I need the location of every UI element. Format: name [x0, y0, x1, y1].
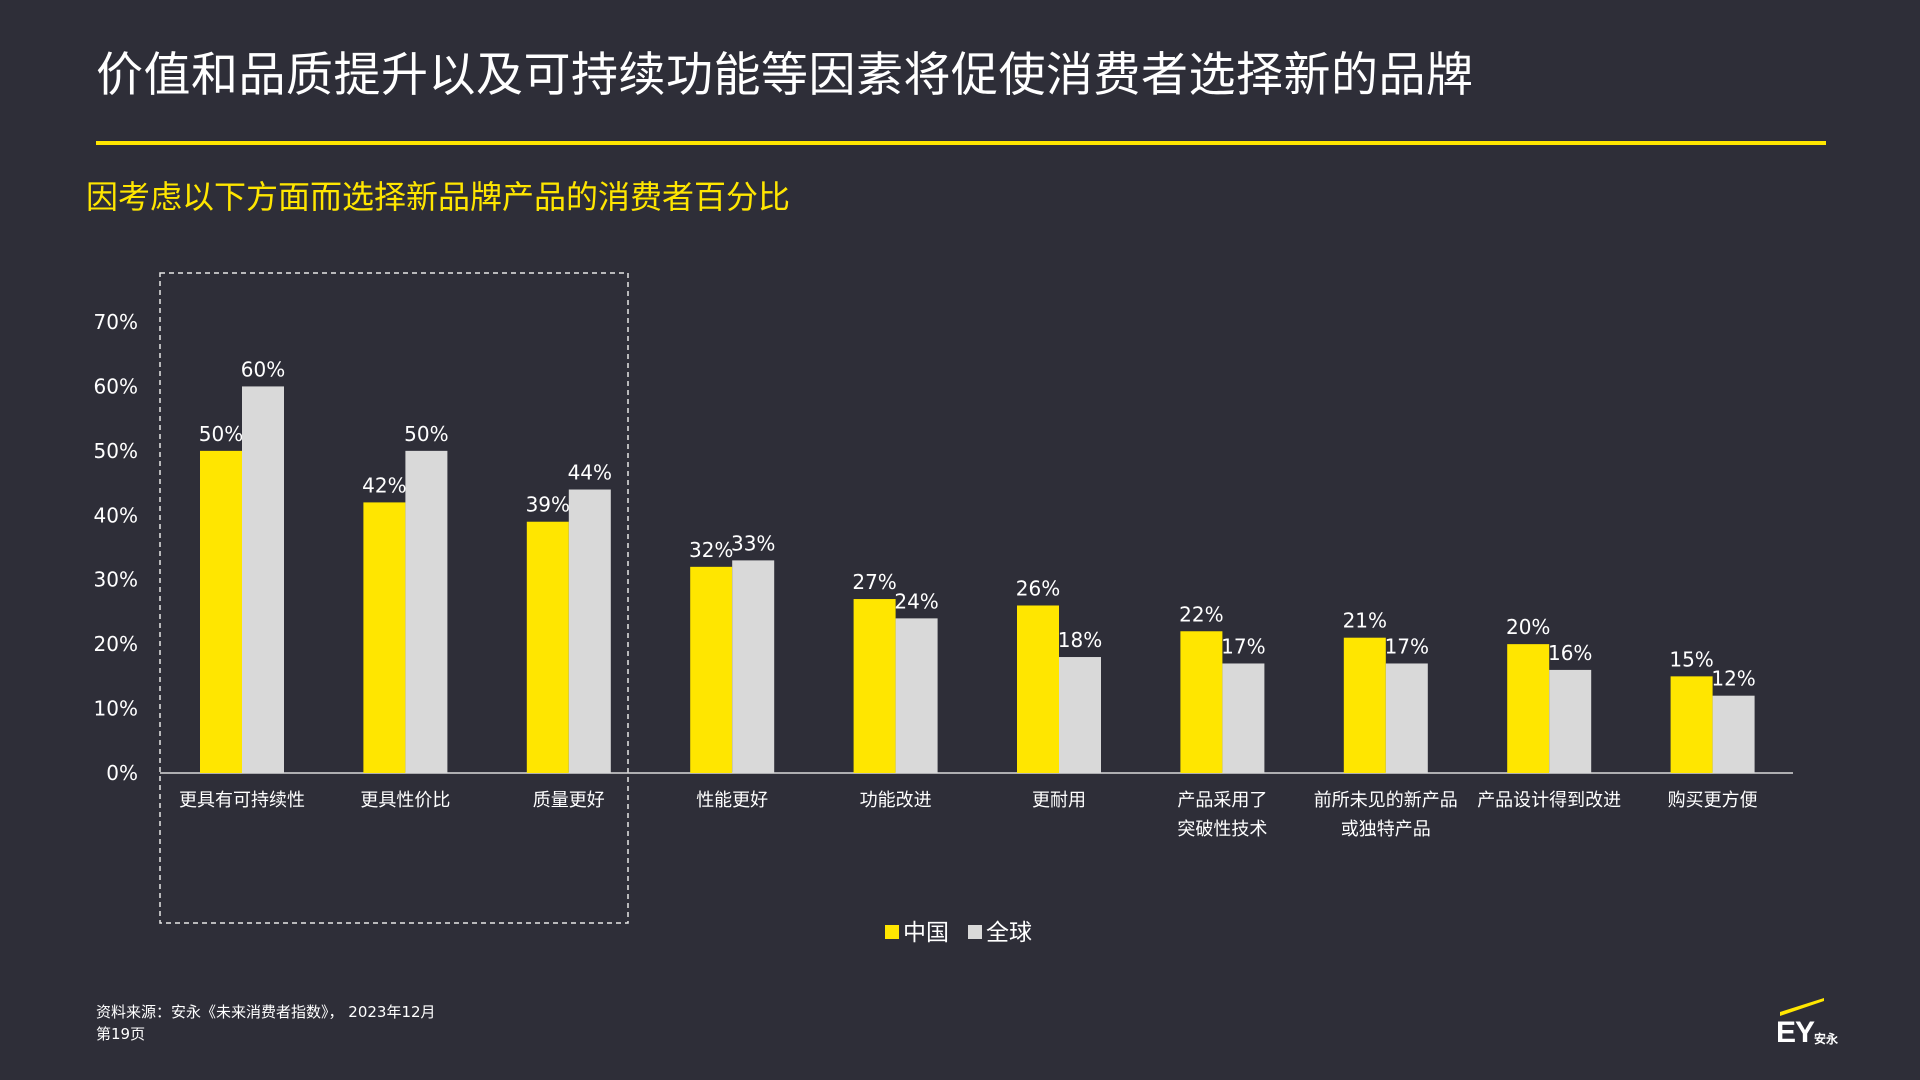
data-label: 50%	[199, 422, 243, 446]
bar-china	[526, 521, 569, 773]
y-tick-label: 30%	[94, 568, 138, 592]
bar-global	[242, 386, 284, 773]
title-divider	[96, 141, 1826, 145]
data-label: 32%	[689, 538, 733, 562]
bar-global	[1549, 669, 1592, 773]
data-label: 60%	[241, 357, 285, 381]
data-label: 17%	[1385, 634, 1429, 658]
data-label: 21%	[1343, 609, 1387, 633]
bar-china	[1507, 644, 1550, 773]
y-tick-label: 40%	[94, 503, 138, 527]
bar-global	[1712, 695, 1755, 773]
data-label: 33%	[731, 531, 775, 555]
bar-china	[1180, 631, 1223, 773]
chart-subtitle: 因考虑以下方面而选择新品牌产品的消费者百分比	[86, 178, 791, 216]
bar-china	[363, 502, 406, 773]
data-label: 26%	[1016, 576, 1060, 600]
bar-china	[1343, 637, 1386, 773]
y-tick-label: 70%	[94, 310, 138, 334]
y-tick-label: 50%	[94, 439, 138, 463]
ey-logo-accent-bar	[1780, 998, 1824, 1016]
bar-china	[690, 566, 733, 773]
legend-swatch	[885, 925, 899, 939]
ey-logo-cn-text: 安永	[1814, 1032, 1839, 1046]
y-tick-label: 20%	[94, 632, 138, 656]
category-label: 功能改进	[860, 790, 932, 811]
data-label: 42%	[362, 473, 406, 497]
data-label: 50%	[404, 422, 448, 446]
bar-china	[1017, 605, 1059, 773]
slide-title: 价值和品质提升以及可持续功能等因素将促使消费者选择新的品牌	[96, 48, 1474, 103]
data-label: 39%	[526, 493, 570, 517]
legend-label: 全球	[986, 920, 1032, 946]
legend-label: 中国	[903, 920, 949, 946]
data-label: 18%	[1058, 628, 1102, 652]
data-label: 44%	[568, 461, 612, 485]
y-tick-label: 0%	[106, 761, 138, 785]
category-label: 前所未见的新产品	[1314, 790, 1458, 811]
bar-global	[732, 560, 775, 773]
highlight-box	[159, 272, 629, 924]
y-tick-label: 10%	[94, 697, 138, 721]
data-label: 20%	[1506, 615, 1550, 639]
data-label: 12%	[1711, 667, 1755, 691]
bar-global	[405, 450, 448, 773]
bar-chart: 0% 10% 20% 30% 40% 50% 60% 70% 50% 60% 更具有可持续性 42% 5…	[94, 272, 1793, 946]
bar-china	[1670, 676, 1713, 773]
legend-swatch	[968, 925, 982, 939]
bar-global	[1222, 663, 1265, 773]
source-note: 资料来源：安永《未来消费者指数》， 2023年12月	[96, 1003, 436, 1021]
ey-logo: EY 安永	[1776, 998, 1842, 1054]
data-label: 15%	[1669, 647, 1713, 671]
bar-china	[853, 599, 896, 773]
category-label: 更耐用	[1032, 790, 1086, 811]
category-label: 产品设计得到改进	[1477, 790, 1621, 811]
category-label: 或独特产品	[1341, 819, 1431, 840]
category-label: 产品采用了	[1177, 790, 1267, 811]
data-label: 27%	[852, 570, 896, 594]
category-label: 购买更方便	[1668, 790, 1758, 811]
data-label: 22%	[1179, 602, 1223, 626]
category-label: 更具有可持续性	[179, 790, 305, 811]
y-tick-label: 60%	[94, 374, 138, 398]
category-label: 更具性价比	[360, 790, 450, 811]
bar-global	[1385, 663, 1428, 773]
data-label: 17%	[1221, 634, 1265, 658]
bar-global	[1059, 657, 1101, 773]
bar-global	[895, 618, 938, 773]
category-label: 性能更好	[696, 790, 768, 811]
data-label: 24%	[894, 589, 938, 613]
category-label: 突破性技术	[1177, 819, 1267, 840]
category-label: 质量更好	[533, 790, 605, 811]
bar-global	[568, 489, 611, 773]
data-label: 16%	[1548, 641, 1592, 665]
legend: 中国 全球	[885, 920, 1032, 946]
ey-logo-text: EY	[1776, 1016, 1815, 1049]
page-number: 第19页	[96, 1025, 146, 1043]
bar-china	[200, 450, 242, 773]
